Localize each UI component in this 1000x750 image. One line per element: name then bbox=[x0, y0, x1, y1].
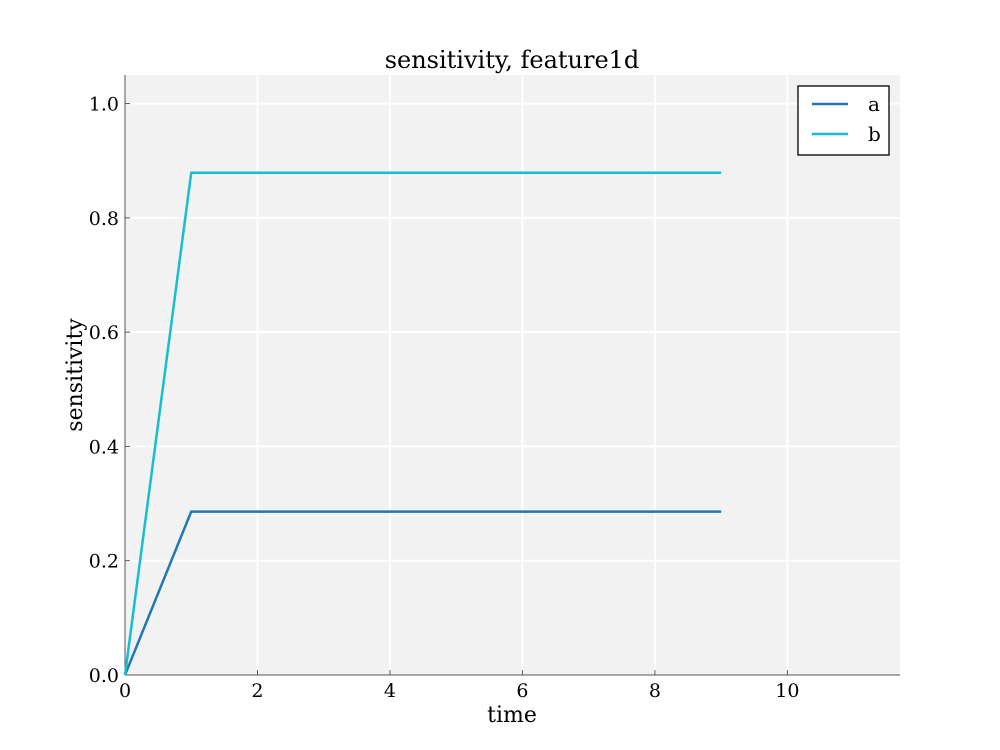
x-tick-label: 6 bbox=[516, 680, 528, 702]
x-tick-label: 0 bbox=[119, 680, 131, 702]
y-tick-label: 0.8 bbox=[89, 208, 119, 230]
series-line-b bbox=[123, 171, 722, 676]
chart-title: sensitivity, feature1d bbox=[385, 46, 640, 74]
x-axis-label: time bbox=[487, 703, 537, 728]
y-tick-labels: 0.0 0.2 0.4 0.6 0.8 1.0 bbox=[89, 94, 130, 687]
y-tick-label: 0.0 bbox=[89, 665, 119, 687]
grid-lines bbox=[125, 75, 900, 675]
y-tick-label: 0.4 bbox=[89, 436, 119, 458]
x-tick-label: 2 bbox=[251, 680, 263, 702]
y-tick-label: 0.6 bbox=[89, 322, 119, 344]
y-tick-label: 0.2 bbox=[89, 551, 119, 573]
y-tick-label: 1.0 bbox=[89, 94, 119, 116]
series-lines bbox=[123, 171, 722, 676]
y-axis-label: sensitivity bbox=[63, 318, 88, 432]
legend-label-b: b bbox=[868, 122, 881, 146]
plot-area bbox=[125, 75, 900, 675]
legend-label-a: a bbox=[868, 92, 880, 116]
legend: a b bbox=[797, 85, 890, 156]
x-tick-label: 10 bbox=[775, 680, 799, 702]
legend-box bbox=[797, 85, 890, 156]
x-tick-label: 4 bbox=[384, 680, 396, 702]
x-tick-label: 8 bbox=[649, 680, 661, 702]
series-line-a bbox=[123, 510, 722, 676]
